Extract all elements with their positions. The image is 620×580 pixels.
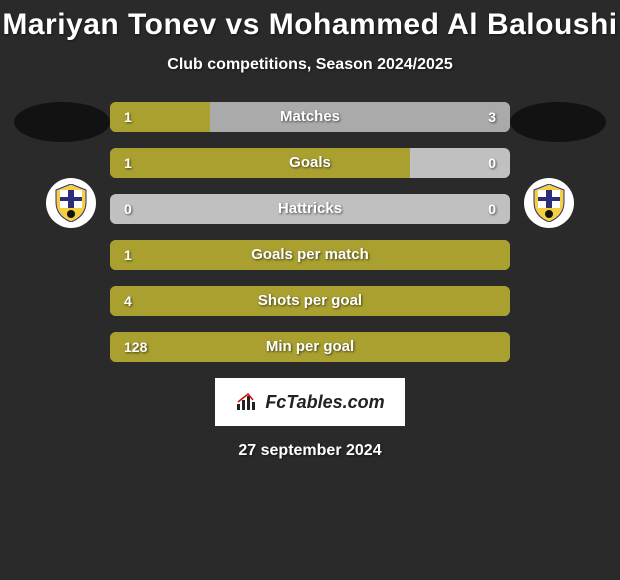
- stat-value-right: 0: [488, 148, 496, 178]
- stat-row: 4Shots per goal: [110, 286, 510, 316]
- shield-icon: [54, 184, 88, 222]
- club-badge-right: [524, 178, 574, 228]
- page-title: Mariyan Tonev vs Mohammed Al Baloushi: [0, 0, 620, 42]
- stat-label: Min per goal: [110, 332, 510, 362]
- stats-bars: 1Matches31Goals00Hattricks01Goals per ma…: [110, 102, 510, 362]
- player-avatar-left: [14, 102, 110, 142]
- subtitle: Club competitions, Season 2024/2025: [0, 56, 620, 74]
- stat-row: 1Goals0: [110, 148, 510, 178]
- date-label: 27 september 2024: [0, 442, 620, 460]
- branding-text: FcTables.com: [265, 392, 384, 413]
- stat-label: Shots per goal: [110, 286, 510, 316]
- player-avatar-right: [510, 102, 606, 142]
- branding-box: FcTables.com: [215, 378, 405, 426]
- stat-label: Goals per match: [110, 240, 510, 270]
- stat-value-right: 3: [488, 102, 496, 132]
- comparison-content: 1Matches31Goals00Hattricks01Goals per ma…: [0, 102, 620, 460]
- stat-label: Hattricks: [110, 194, 510, 224]
- stat-row: 128Min per goal: [110, 332, 510, 362]
- stat-row: 0Hattricks0: [110, 194, 510, 224]
- stat-row: 1Goals per match: [110, 240, 510, 270]
- chart-icon: [235, 392, 259, 412]
- stat-value-right: 0: [488, 194, 496, 224]
- stat-label: Goals: [110, 148, 510, 178]
- stat-row: 1Matches3: [110, 102, 510, 132]
- stat-label: Matches: [110, 102, 510, 132]
- club-badge-left: [46, 178, 96, 228]
- shield-icon: [532, 184, 566, 222]
